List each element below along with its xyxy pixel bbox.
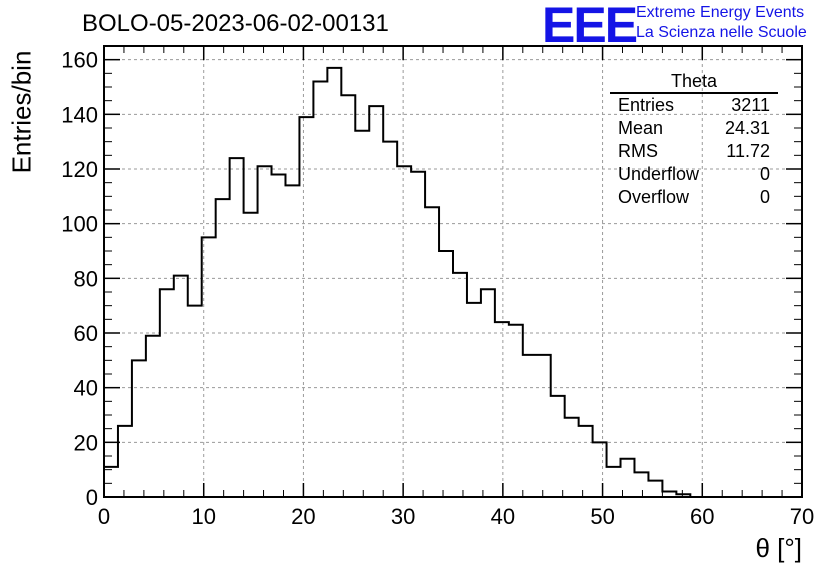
x-tick-label: 30 <box>391 504 415 529</box>
y-tick-label: 0 <box>86 485 98 510</box>
stats-row-overflow: Overflow 0 <box>610 186 778 209</box>
y-tick-label: 100 <box>61 212 98 237</box>
stats-row-rms: RMS 11.72 <box>610 140 778 163</box>
stats-label: Entries <box>618 95 675 115</box>
logo-line-1: Extreme Energy Events <box>636 4 805 21</box>
y-tick-label: 20 <box>74 430 98 455</box>
x-tick-label: 60 <box>690 504 714 529</box>
y-axis-label: Entries/bin <box>6 50 37 174</box>
stats-row-mean: Mean 24.31 <box>610 117 778 140</box>
y-tick-label: 120 <box>61 157 98 182</box>
x-tick-label: 50 <box>590 504 614 529</box>
stats-label: Overflow <box>618 187 690 207</box>
y-tick-label: 160 <box>61 48 98 73</box>
stats-label: Underflow <box>618 164 700 184</box>
x-tick-label: 70 <box>790 504 814 529</box>
stats-box: Theta Entries 3211 Mean 24.31 RMS 11.72 … <box>610 70 778 209</box>
eee-logo: EEE <box>542 0 638 53</box>
histogram-series <box>103 66 802 498</box>
y-tick-label: 40 <box>74 376 98 401</box>
plot-frame <box>103 45 803 498</box>
stats-value: 0 <box>759 187 770 207</box>
stats-label: RMS <box>618 141 658 161</box>
stats-value: 24.31 <box>724 118 770 138</box>
x-tick-label: 40 <box>491 504 515 529</box>
stats-value: 11.72 <box>726 141 770 161</box>
x-tick-label: 20 <box>291 504 315 529</box>
y-tick-label: 80 <box>74 266 98 291</box>
stats-label: Mean <box>618 118 664 138</box>
stats-title: Theta <box>610 70 778 94</box>
stats-value: 0 <box>759 164 770 184</box>
stats-row-entries: Entries 3211 <box>610 94 778 117</box>
x-axis-label: θ [°] <box>755 533 802 563</box>
y-tick-label: 60 <box>74 321 98 346</box>
stats-value: 3211 <box>731 95 770 115</box>
y-tick-label: 140 <box>61 102 98 127</box>
x-tick-label: 10 <box>191 504 215 529</box>
logo-line-2: La Scienza nelle Scuole <box>636 24 807 41</box>
chart-title: BOLO-05-2023-06-02-00131 <box>82 10 389 37</box>
stats-row-underflow: Underflow 0 <box>610 163 778 186</box>
x-tick-label: 0 <box>98 504 110 529</box>
